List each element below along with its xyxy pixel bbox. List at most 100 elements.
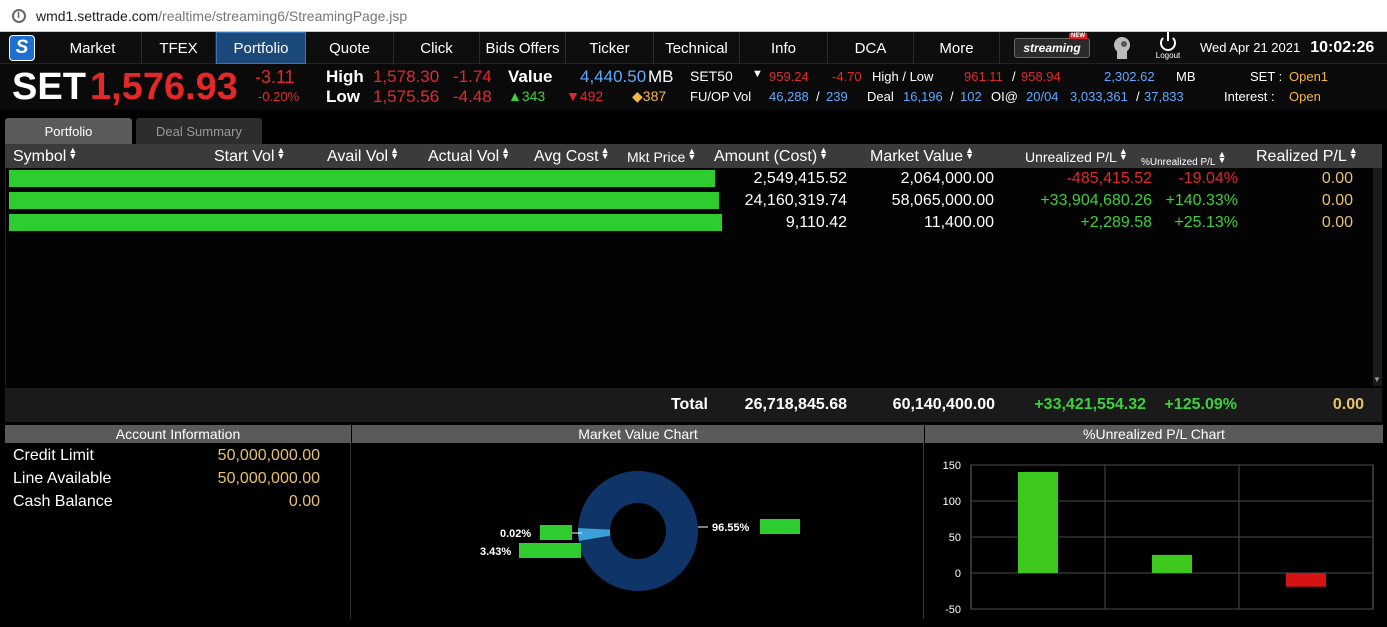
y-tick-label: 0 (955, 568, 961, 580)
deal-value-1: 16,196 (903, 89, 943, 104)
sort-icon: ▲ ▼ (965, 145, 974, 161)
pie-slice (578, 470, 698, 591)
nav-bids-offers[interactable]: Bids Offers (480, 32, 566, 64)
futop-vol-2: 239 (826, 89, 848, 104)
cell-pct-unrealized: -19.04% (1178, 170, 1238, 187)
bar (1286, 573, 1326, 587)
redacted-label-block (540, 525, 572, 540)
col-realized-label: Realized P/L (1256, 148, 1347, 165)
oi-date: 20/04 (1026, 89, 1059, 104)
col-start-vol[interactable]: Start Vol ▲ ▼ (214, 146, 285, 166)
cell-pct-unrealized: +140.33% (1165, 192, 1238, 209)
app-logo[interactable]: S (0, 32, 44, 64)
set-status-label: SET : (1250, 69, 1283, 84)
user-head-icon[interactable] (1110, 35, 1134, 61)
futop-vol-1: 46,288 (769, 89, 809, 104)
oi-label: OI@ (991, 89, 1018, 104)
streaming-brand-logo: streaming NEW (1014, 32, 1090, 58)
logout-button[interactable]: Logout (1150, 32, 1186, 60)
nav-portfolio[interactable]: Portfolio (216, 32, 306, 64)
pl-chart-title: %Unrealized P/L Chart (925, 425, 1383, 443)
browser-url-bar[interactable]: wmd1.settrade.com/realtime/streaming6/St… (0, 0, 1387, 32)
col-avg-cost[interactable]: Avg Cost ▲ ▼ (534, 146, 610, 166)
index-value: 1,576.93 (90, 66, 238, 108)
nav-market[interactable]: Market (44, 32, 142, 64)
sort-icon: ▲ ▼ (819, 145, 829, 161)
table-row[interactable]: 24,160,319.74 58,065,000.00 +33,904,680.… (6, 190, 1376, 212)
tab-portfolio[interactable]: Portfolio (5, 118, 132, 144)
set50-value-mb: 2,302.62 (1104, 69, 1155, 84)
cell-amount-cost: 24,160,319.74 (744, 192, 847, 209)
market-value-chart-title: Market Value Chart (352, 425, 924, 443)
interest-label: Interest : (1224, 89, 1275, 104)
unrealized-pl-bar-chart: 150 100 50 0 -50 (943, 460, 1374, 616)
sort-icon: ▲ ▼ (1348, 145, 1358, 161)
sort-icon: ▲ ▼ (687, 146, 697, 162)
col-avg-cost-label: Avg Cost (534, 148, 599, 165)
nav-dca[interactable]: DCA (828, 32, 914, 64)
col-unrealized[interactable]: Unrealized P/L ▲ ▼ (1025, 146, 1128, 166)
power-icon (1160, 32, 1176, 51)
set50-value: 959.24 (769, 69, 809, 84)
scroll-down-arrow-icon[interactable]: ▼ (1373, 375, 1381, 384)
credit-limit-label: Credit Limit (13, 447, 94, 464)
market-value-donut-chart: 96.55% 3.43% 0.02% (480, 470, 800, 591)
nav-click[interactable]: Click (394, 32, 480, 64)
cell-realized: 0.00 (1321, 214, 1353, 231)
pie-slice (578, 528, 611, 530)
value-unit: MB (648, 67, 674, 86)
new-badge: NEW (1069, 32, 1087, 39)
portfolio-subtabs: Portfolio Deal Summary (0, 116, 1387, 144)
col-actual-vol[interactable]: Actual Vol ▲ ▼ (428, 146, 510, 166)
streaming-brand-text: streaming (1023, 40, 1081, 55)
value-label: Value (508, 67, 553, 86)
table-row[interactable]: 9,110.42 11,400.00 +2,289.58 +25.13% 0.0… (6, 212, 1376, 234)
table-scrollbar[interactable]: ▼ (1373, 168, 1381, 386)
set50-label: SET50 (690, 68, 733, 84)
market-ticker: SET 1,576.93 -3.11 -0.20% High 1,578.30 … (0, 64, 1387, 110)
col-pct-unrealized-label: %Unrealized P/L (1141, 157, 1216, 168)
deal-label: Deal (867, 89, 894, 104)
nav-more[interactable]: More (914, 32, 1000, 64)
col-symbol[interactable]: Symbol ▲ ▼ (13, 146, 77, 166)
col-amount-cost[interactable]: Amount (Cost) ▲ ▼ (714, 145, 829, 166)
cell-market-value: 11,400.00 (924, 214, 994, 231)
unchanged-count: ◆387 (632, 88, 666, 105)
col-amount-cost-label: Amount (Cost) (714, 148, 818, 165)
col-mkt-price[interactable]: Mkt Price ▲ ▼ (627, 146, 697, 166)
redacted-symbol-block (9, 170, 715, 187)
nav-tfex[interactable]: TFEX (142, 32, 216, 64)
col-pct-unrealized[interactable]: %Unrealized P/L▲ ▼ (1141, 149, 1227, 169)
line-available-label: Line Available (13, 470, 112, 487)
nav-ticker[interactable]: Ticker (566, 32, 654, 64)
sort-icon: ▲ ▼ (1217, 149, 1227, 165)
url-host: wmd1.settrade.com (36, 7, 159, 24)
set50-change: -4.70 (832, 69, 862, 84)
futop-label: FU/OP Vol (690, 89, 752, 104)
set50-separator: / (1012, 69, 1016, 84)
col-market-value-label: Market Value (870, 148, 964, 165)
total-realized: 0.00 (1332, 396, 1364, 413)
low-label: Low (326, 87, 360, 106)
advance-value: 343 (521, 88, 546, 104)
set50-high: 961.11 (964, 69, 1003, 84)
info-icon[interactable] (12, 8, 26, 23)
col-avail-vol[interactable]: Avail Vol ▲ ▼ (327, 146, 399, 166)
nav-info[interactable]: Info (740, 32, 828, 64)
table-row[interactable]: 2,549,415.52 2,064,000.00 -485,415.52 -1… (6, 168, 1376, 190)
pie-label: 0.02% (500, 528, 531, 540)
up-triangle-icon: ▲ (508, 88, 522, 104)
nav-technical[interactable]: Technical (654, 32, 740, 64)
tab-deal-summary[interactable]: Deal Summary (136, 118, 262, 144)
index-name: SET (12, 66, 86, 108)
col-realized[interactable]: Realized P/L ▲ ▼ (1256, 145, 1358, 166)
cash-balance-label: Cash Balance (13, 493, 113, 510)
oi-value-2: 37,833 (1144, 89, 1184, 104)
nav-quote[interactable]: Quote (306, 32, 394, 64)
url-path: /realtime/streaming6/StreamingPage.jsp (158, 7, 408, 24)
set50-dropdown-icon[interactable]: ▼ (752, 68, 763, 80)
col-market-value[interactable]: Market Value ▲ ▼ (870, 145, 974, 166)
cell-realized: 0.00 (1321, 170, 1353, 187)
cash-balance-value: 0.00 (288, 493, 320, 510)
sort-icon: ▲ ▼ (1118, 146, 1128, 162)
